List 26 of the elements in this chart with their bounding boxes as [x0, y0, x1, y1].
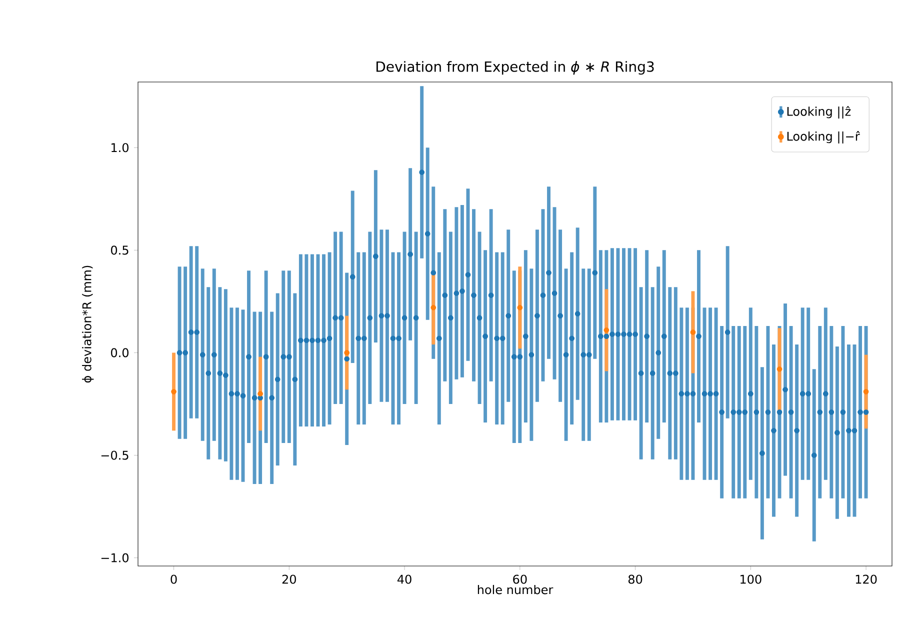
x-tick-label: 20 [282, 574, 296, 584]
x-tick-label: 60 [513, 574, 527, 584]
point [517, 304, 523, 310]
y-tick-label: 1.0 [112, 143, 128, 152]
x-tick-label: 0 [170, 574, 177, 584]
y-tick-label: −1.0 [101, 553, 128, 562]
point [344, 350, 350, 356]
point [690, 330, 696, 335]
y-tick-label: 0.5 [111, 246, 128, 255]
x-axis-title: hole number [478, 584, 554, 594]
legend-label: Looking ||−r̂ [787, 131, 860, 144]
x-tick-label: 80 [628, 574, 642, 584]
point [258, 391, 263, 396]
y-axis-title: ϕ deviation*R (mm) [82, 266, 94, 383]
x-tick-label: 120 [856, 574, 877, 584]
point [776, 366, 782, 372]
x-tick-label: 40 [397, 574, 412, 584]
chart-title: Deviation from Expected in ϕ ∗ R Ring3 [376, 61, 654, 75]
point [604, 327, 610, 333]
y-tick-label: −0.5 [101, 450, 128, 460]
point [863, 389, 869, 394]
x-tick-label: 100 [740, 574, 762, 584]
y-tick-label: 0.0 [111, 348, 128, 358]
point [171, 389, 176, 394]
legend-label: Looking ||ẑ [787, 106, 851, 119]
point [430, 304, 436, 310]
